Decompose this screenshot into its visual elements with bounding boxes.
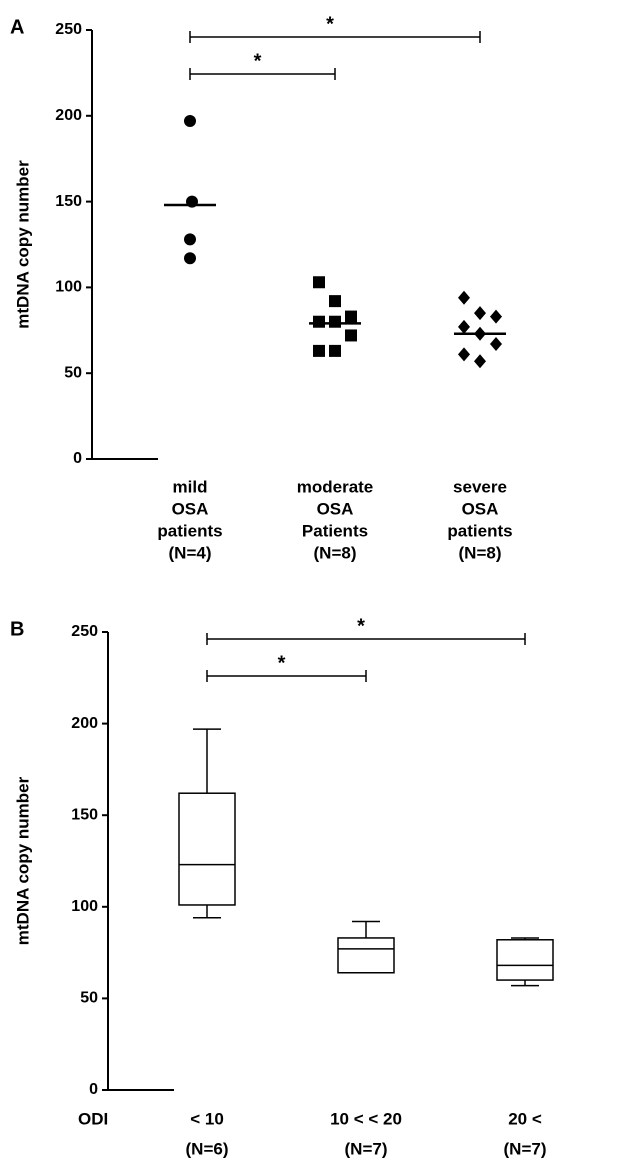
box: [178, 792, 236, 906]
data-point: [313, 344, 325, 357]
y-axis-title: mtDNA copy number: [13, 776, 32, 945]
y-tick-label: 200: [71, 715, 98, 732]
panel-label: B: [10, 618, 24, 640]
data-point: [345, 310, 357, 323]
x-tick-label: 20 <: [508, 1109, 542, 1128]
data-point: [313, 276, 325, 289]
x-tick-label: 10 < < 20: [330, 1109, 402, 1128]
x-tick-label: patients: [157, 521, 222, 540]
x-tick-label: Patients: [302, 521, 368, 540]
y-tick-label: 0: [89, 1081, 98, 1098]
y-tick-label: 200: [55, 107, 82, 124]
significance-label: *: [278, 652, 286, 674]
y-axis-title: mtDNA copy number: [13, 160, 32, 329]
y-tick-label: 150: [71, 806, 98, 823]
data-point: [474, 354, 486, 369]
data-point: [345, 329, 357, 342]
x-tick-label: (N=8): [459, 543, 502, 562]
x-tick-label: OSA: [462, 499, 499, 518]
data-point: [329, 315, 341, 328]
data-point: [313, 315, 325, 328]
data-point: [458, 290, 470, 305]
box: [337, 937, 395, 974]
data-point: [329, 344, 341, 357]
box: [496, 939, 554, 981]
data-point: [184, 233, 196, 246]
panel-label: A: [10, 16, 24, 38]
x-tick-label: moderate: [297, 477, 374, 496]
y-tick-label: 100: [71, 898, 98, 915]
x-tick-label: (N=7): [345, 1139, 388, 1158]
x-tick-label: OSA: [317, 499, 354, 518]
data-point: [490, 309, 502, 324]
x-tick-label: (N=4): [169, 543, 212, 562]
data-point: [184, 114, 196, 127]
data-point: [329, 295, 341, 308]
x-tick-label: (N=8): [314, 543, 357, 562]
significance-label: *: [326, 13, 334, 35]
data-point: [458, 347, 470, 362]
y-tick-label: 100: [55, 279, 82, 296]
data-point: [490, 337, 502, 352]
x-tick-label: < 10: [190, 1109, 224, 1128]
y-tick-label: 50: [64, 364, 82, 381]
data-point: [184, 252, 196, 265]
y-tick-label: 250: [55, 21, 82, 38]
y-tick-label: 0: [73, 450, 82, 467]
significance-label: *: [357, 615, 365, 637]
data-point: [458, 319, 470, 334]
significance-label: *: [254, 50, 262, 72]
x-tick-label: mild: [173, 477, 208, 496]
data-point: [474, 306, 486, 321]
x-tick-label: patients: [447, 521, 512, 540]
x-tick-label: OSA: [172, 499, 209, 518]
x-tick-label: (N=7): [504, 1139, 547, 1158]
x-axis-title: ODI: [78, 1109, 108, 1128]
x-tick-label: (N=6): [186, 1139, 229, 1158]
y-tick-label: 150: [55, 193, 82, 210]
y-tick-label: 50: [80, 990, 98, 1007]
y-tick-label: 250: [71, 623, 98, 640]
x-tick-label: severe: [453, 477, 507, 496]
